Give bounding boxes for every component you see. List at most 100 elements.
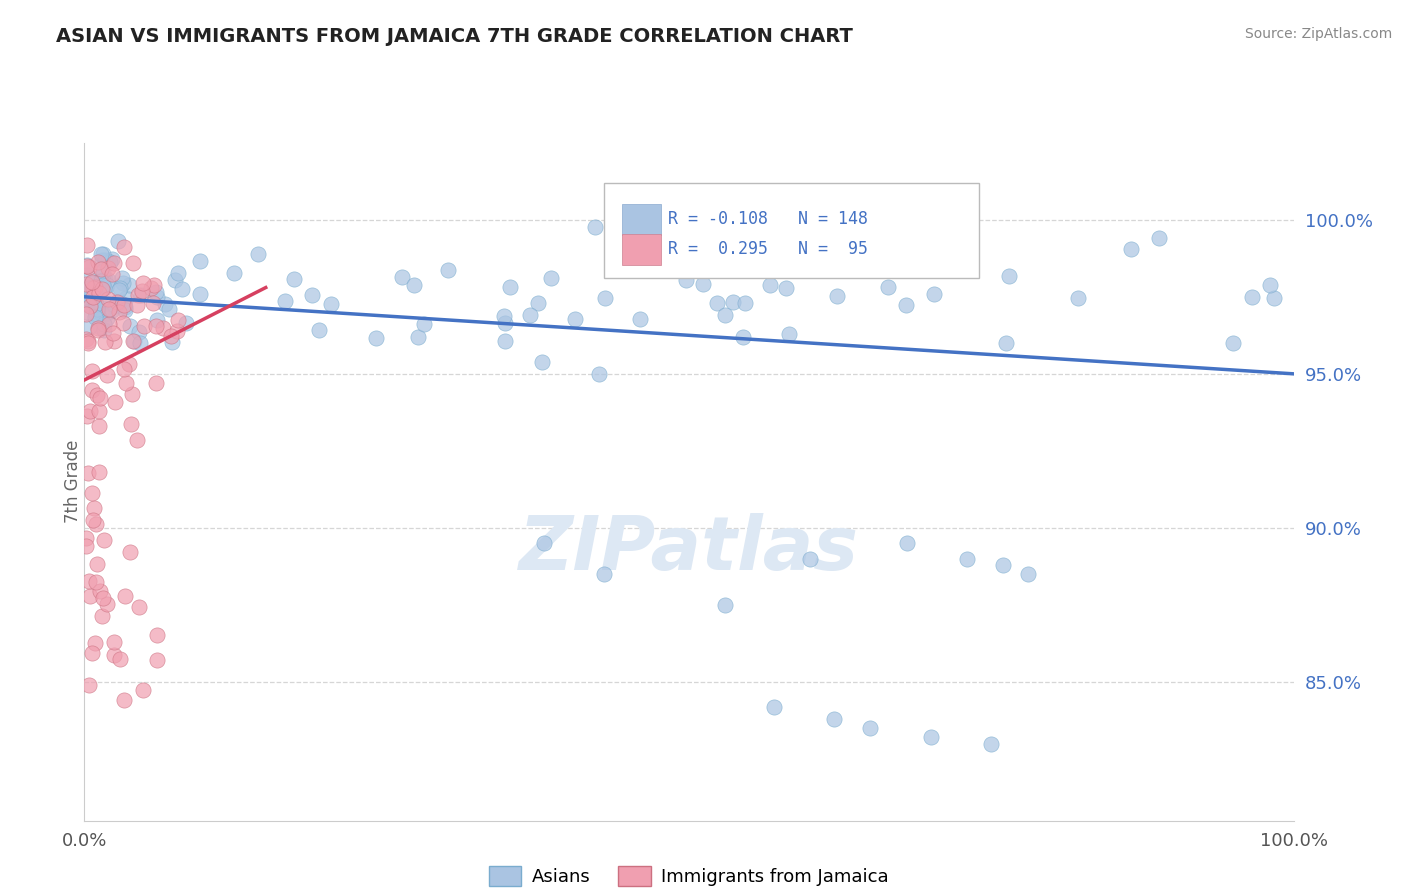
Point	[100, 267, 122, 281]
Point	[1121, 242, 1143, 256]
Point	[79, 678, 101, 692]
Point	[83, 280, 105, 294]
Point	[97, 317, 120, 331]
Point	[83, 282, 105, 296]
Point	[94, 252, 117, 267]
Point	[711, 245, 734, 260]
Point	[84, 310, 107, 324]
Point	[75, 307, 97, 321]
Point	[86, 301, 108, 315]
Point	[127, 288, 149, 302]
Text: R =  0.295   N =  95: R = 0.295 N = 95	[668, 240, 869, 258]
Point	[274, 293, 297, 308]
Point	[84, 299, 107, 313]
Point	[492, 309, 515, 323]
Point	[82, 646, 104, 660]
Point	[94, 334, 117, 349]
Point	[103, 326, 125, 341]
Point	[494, 316, 516, 330]
Point	[77, 260, 100, 274]
Point	[90, 306, 112, 320]
Point	[120, 318, 142, 333]
Point	[1017, 567, 1039, 582]
Point	[82, 277, 104, 291]
Point	[76, 286, 98, 301]
Point	[714, 598, 737, 612]
Point	[499, 280, 522, 294]
Point	[76, 297, 98, 311]
Point	[82, 285, 104, 299]
Point	[90, 282, 112, 296]
Y-axis label: 7th Grade: 7th Grade	[65, 440, 82, 524]
Point	[121, 334, 143, 348]
Point	[84, 296, 107, 310]
Point	[76, 258, 98, 272]
Point	[79, 404, 101, 418]
Point	[437, 263, 460, 277]
Point	[166, 313, 188, 327]
Point	[859, 721, 882, 735]
Point	[364, 330, 387, 344]
Point	[94, 301, 117, 316]
Point	[89, 391, 111, 405]
Point	[146, 312, 169, 326]
Point	[111, 276, 134, 290]
Point	[87, 280, 110, 294]
Text: ZIPatlas: ZIPatlas	[519, 513, 859, 586]
Point	[89, 465, 111, 479]
Point	[91, 591, 114, 606]
Point	[111, 270, 134, 285]
Point	[111, 317, 134, 331]
Point	[132, 276, 155, 290]
Point	[87, 418, 110, 433]
Point	[77, 292, 100, 306]
Point	[110, 281, 132, 295]
Point	[96, 306, 118, 320]
Point	[704, 260, 727, 274]
Point	[97, 273, 120, 287]
Point	[75, 332, 97, 346]
Legend: Asians, Immigrants from Jamaica: Asians, Immigrants from Jamaica	[482, 859, 896, 892]
Point	[319, 297, 342, 311]
Text: ASIAN VS IMMIGRANTS FROM JAMAICA 7TH GRADE CORRELATION CHART: ASIAN VS IMMIGRANTS FROM JAMAICA 7TH GRA…	[56, 27, 853, 45]
Point	[174, 317, 197, 331]
Point	[90, 246, 112, 260]
FancyBboxPatch shape	[623, 203, 661, 235]
Point	[283, 272, 305, 286]
Point	[876, 280, 898, 294]
Point	[146, 627, 169, 641]
Point	[519, 308, 541, 322]
Point	[87, 274, 110, 288]
Point	[1147, 231, 1170, 245]
Point	[83, 501, 105, 516]
Point	[145, 285, 167, 300]
Point	[692, 277, 714, 292]
Point	[593, 291, 616, 305]
Point	[82, 290, 104, 304]
Point	[533, 536, 555, 550]
Point	[825, 288, 848, 302]
Point	[79, 299, 101, 313]
Point	[103, 256, 125, 270]
Point	[301, 288, 323, 302]
Point	[91, 277, 114, 292]
Point	[146, 290, 169, 304]
Point	[101, 252, 124, 266]
Point	[77, 280, 100, 294]
Point	[87, 285, 110, 300]
Point	[107, 294, 129, 309]
Point	[96, 597, 118, 611]
Point	[391, 270, 413, 285]
Point	[734, 296, 756, 310]
Point	[83, 636, 105, 650]
Point	[90, 252, 112, 267]
Point	[127, 298, 149, 312]
Point	[105, 295, 128, 310]
Point	[155, 297, 177, 311]
Point	[82, 364, 104, 378]
Point	[76, 237, 98, 252]
Point	[121, 387, 143, 401]
Point	[799, 551, 821, 566]
Point	[75, 531, 97, 545]
Point	[731, 330, 754, 344]
